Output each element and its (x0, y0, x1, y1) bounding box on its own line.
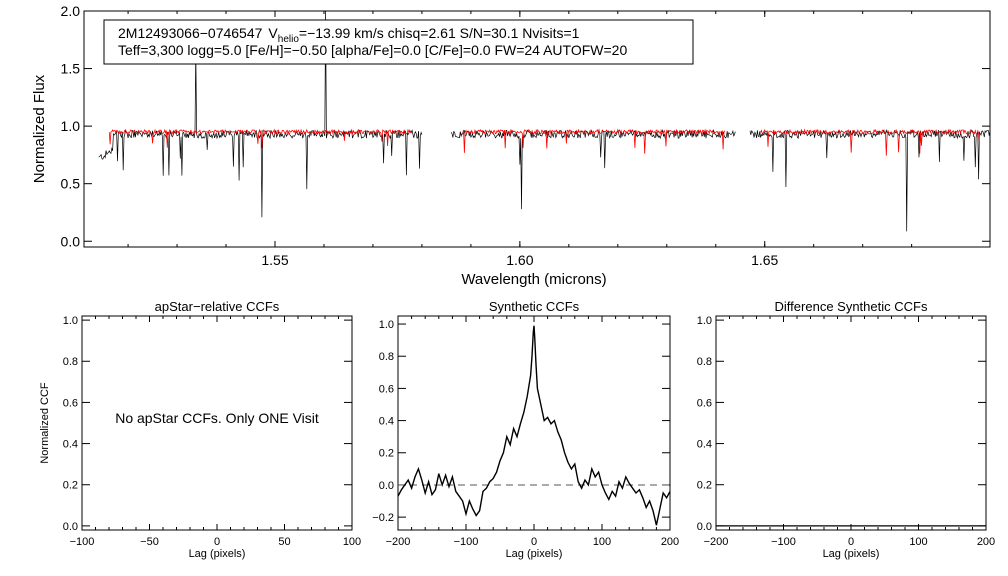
x-tick-label: −100 (454, 536, 479, 548)
y-tick-label: 0.2 (697, 480, 712, 492)
y-tick-label: 0.4 (697, 439, 712, 451)
difference-ccf-panel: Difference Synthetic CCFs −200 −100 0 100 20… (697, 299, 995, 560)
observed-spectrum-line (749, 129, 990, 232)
x-tick-label: −100 (70, 536, 95, 548)
annotation-line1: 2M12493066−0746547 Vhelio=−13.99 km/s chi… (118, 25, 580, 45)
x-tick-label: −200 (704, 536, 729, 548)
y-tick-label: 0.0 (379, 480, 394, 492)
y-tick-label: 0.0 (63, 521, 78, 533)
y-tick-label: 0.8 (379, 351, 394, 363)
spectrum-xlabel: Wavelength (microns) (461, 271, 606, 288)
x-tick-label: 0 (531, 536, 537, 548)
y-tick-label: 1.0 (697, 315, 712, 327)
synthetic-ccf-line (397, 325, 671, 526)
synthetic-ccf-xlabel: Lag (pixels) (506, 548, 563, 560)
synthetic-spectrum-line (461, 128, 726, 154)
spectrum-ylabel: Normalized Flux (31, 74, 48, 183)
x-tick-label: 50 (278, 536, 290, 548)
y-tick-label: 0.0 (697, 521, 712, 533)
x-tick-label: 200 (661, 536, 679, 548)
y-tick-label: 0.4 (63, 439, 78, 451)
y-tick-label: 0.2 (63, 480, 78, 492)
annotation-box (103, 19, 694, 65)
x-tick-label: 100 (593, 536, 611, 548)
synthetic-ccf-panel: Synthetic CCFs −200 −100 0 100 200 −0.2 0.0 0.2… (372, 299, 679, 560)
difference-ccf-xlabel: Lag (pixels) (823, 548, 880, 560)
apstar-ccf-xlabel: Lag (pixels) (189, 548, 246, 560)
x-tick-label: −50 (140, 536, 159, 548)
apstar-ccf-panel: apStar−relative CCFs −100 −50 0 50 100 0.0 0.2… (39, 299, 361, 560)
synthetic-ccf-frame (397, 315, 671, 531)
y-tick-label: 0.6 (697, 397, 712, 409)
y-tick-label: 1.5 (61, 61, 81, 77)
x-tick-label: 1.65 (751, 252, 778, 268)
apstar-ccf-title: apStar−relative CCFs (155, 299, 280, 314)
spectrum-panel: 1.55 1.60 1.65 0.0 0.5 1.0 1.5 2.0 Normalized F… (31, 3, 991, 288)
synthetic-ccf-ticks: −200 −100 0 100 200 −0.2 0.0 0.2 0.4 0.6 0.8 1.0 (372, 316, 679, 548)
difference-ccf-ticks: −200 −100 0 100 200 0.0 0.2 0.4 0.6 0.8 1.0 (697, 315, 995, 548)
spectrum-series (98, 11, 990, 232)
apstar-ccf-ticks: −100 −50 0 50 100 0.0 0.2 0.4 0.6 0.8 1.0 (63, 315, 361, 548)
x-tick-label: 1.55 (261, 252, 288, 268)
y-tick-label: −0.2 (372, 512, 394, 524)
observed-spectrum-line (450, 128, 736, 210)
apstar-ccf-ylabel: Normalized CCF (39, 382, 51, 464)
annotation-line2: Teff=3,300 logg=5.0 [Fe/H]=−0.50 [alpha/… (118, 42, 627, 58)
synthetic-spectrum-line (108, 128, 412, 149)
x-tick-label: 1.60 (506, 252, 533, 268)
y-tick-label: 0.8 (63, 356, 78, 368)
y-tick-label: 0.8 (697, 356, 712, 368)
y-tick-label: 0.4 (379, 416, 394, 428)
difference-ccf-title: Difference Synthetic CCFs (775, 299, 928, 314)
y-tick-label: 1.0 (379, 319, 394, 331)
spectrum-ticks: 1.55 1.60 1.65 0.0 0.5 1.0 1.5 2.0 (61, 3, 990, 268)
y-tick-label: 0.5 (61, 176, 81, 192)
synthetic-spectrum-line (760, 128, 980, 156)
difference-ccf-frame (715, 315, 987, 531)
y-tick-label: 1.0 (63, 315, 78, 327)
x-tick-label: 200 (977, 536, 995, 548)
apstar-ccf-message: No apStar CCFs. Only ONE Visit (115, 410, 319, 426)
y-tick-label: 2.0 (61, 3, 81, 19)
y-tick-label: 0.0 (61, 233, 81, 249)
x-tick-label: 0 (214, 536, 220, 548)
synthetic-ccf-title: Synthetic CCFs (489, 299, 580, 314)
y-tick-label: 0.6 (379, 383, 394, 395)
observed-spectrum-line (98, 11, 423, 218)
spectrum-plot-frame (83, 10, 991, 248)
y-tick-label: 1.0 (61, 118, 81, 134)
x-tick-label: 100 (343, 536, 361, 548)
x-tick-label: 100 (909, 536, 927, 548)
x-tick-label: 0 (848, 536, 854, 548)
y-tick-label: 0.6 (63, 397, 78, 409)
synthetic-ccf-series (397, 325, 671, 526)
x-tick-label: −100 (771, 536, 796, 548)
x-tick-label: −200 (386, 536, 411, 548)
y-tick-label: 0.2 (379, 448, 394, 460)
